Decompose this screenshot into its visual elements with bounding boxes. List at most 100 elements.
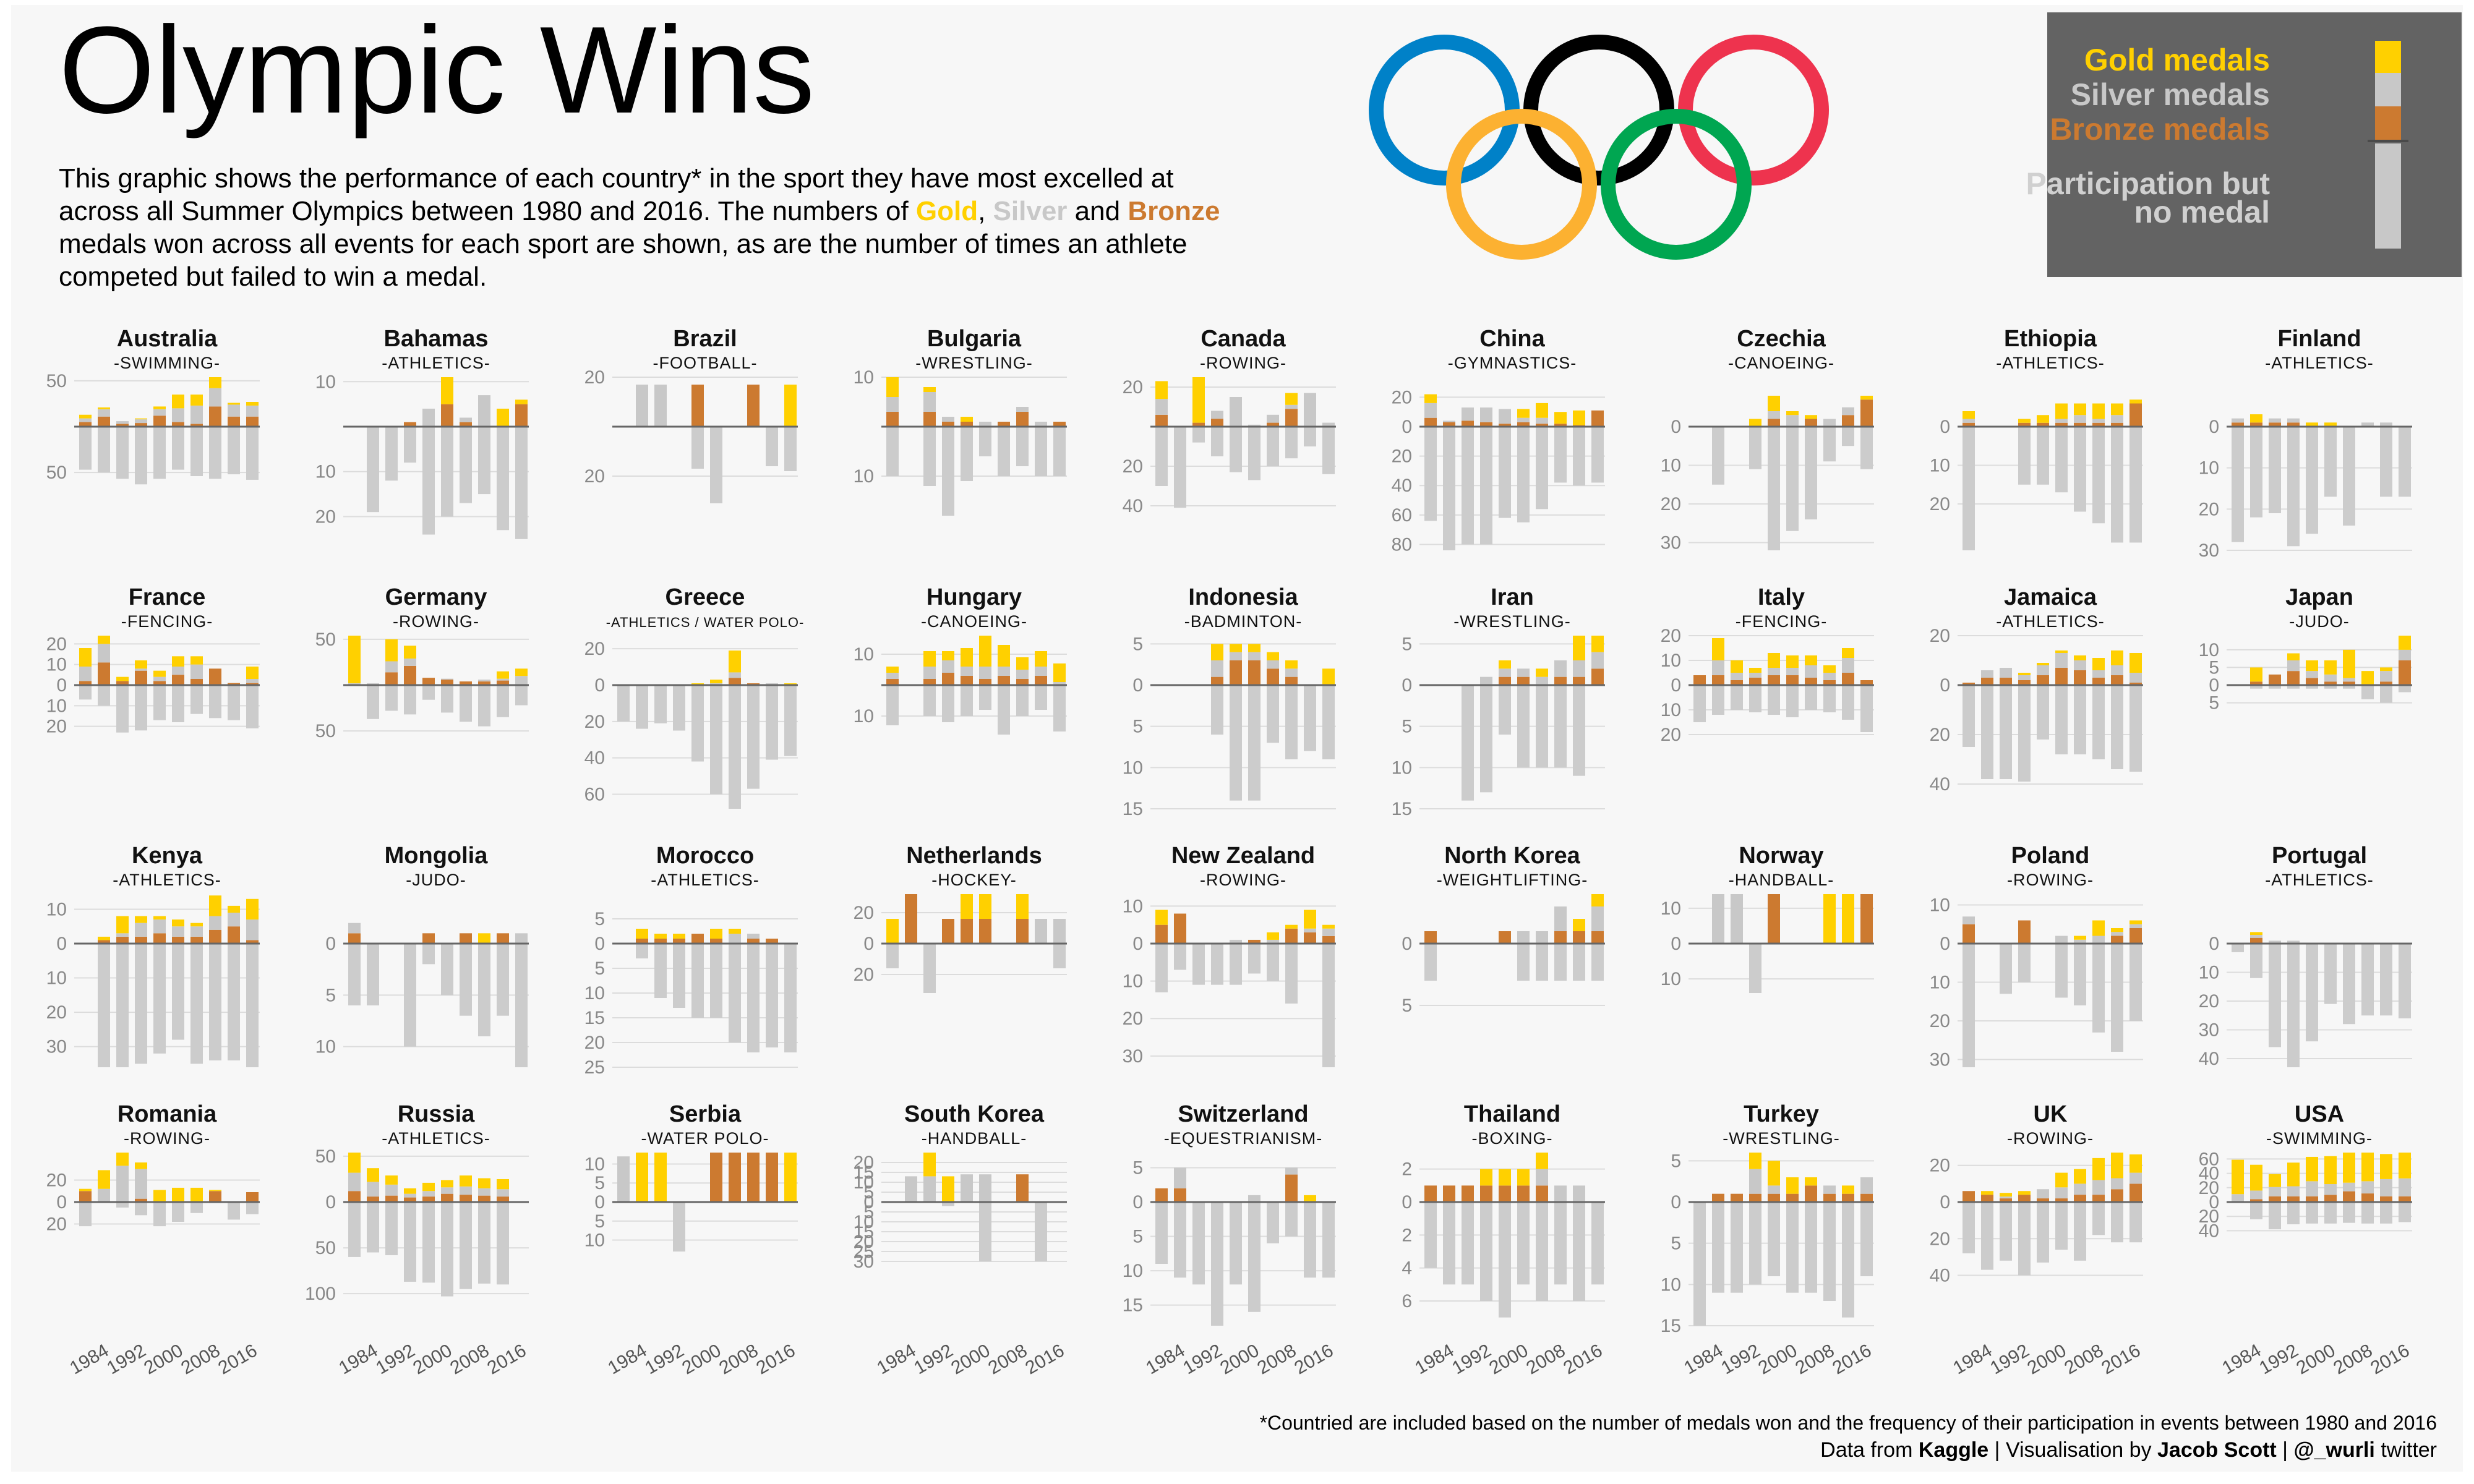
silver-bar (1285, 404, 1298, 409)
bronze-bar (1536, 1185, 1548, 1202)
bronze-bar (135, 936, 147, 944)
y-tick-label: 5 (863, 1182, 874, 1203)
silver-bar (228, 913, 240, 927)
y-tick-label: 0 (325, 1192, 336, 1213)
intro-part-3: and (1067, 196, 1128, 226)
y-tick-label: 50 (46, 371, 67, 391)
silver-bar (1248, 652, 1261, 660)
bronze-bar (1749, 1193, 1761, 1202)
no-medal-bar (1554, 1202, 1567, 1285)
silver-bar (460, 1186, 472, 1195)
no-medal-bar (942, 685, 954, 722)
y-tick-label: 10 (2199, 640, 2219, 660)
gold-bar (1016, 657, 1029, 670)
bronze-bar (153, 416, 166, 427)
bronze-bar (1768, 675, 1780, 685)
bronze-bar (135, 423, 147, 427)
gold-bar (153, 1190, 166, 1202)
country-name: Czechia (1737, 326, 1826, 352)
y-tick-label: 10 (1123, 757, 1143, 778)
no-medal-bar (2380, 685, 2392, 703)
no-medal-bar (367, 1202, 379, 1253)
country-name: China (1479, 326, 1545, 352)
panel-turkey: 5051015Turkey-WRESTLING-1984199220002008… (1661, 1101, 1875, 1378)
silver-bar (2055, 1187, 2068, 1199)
bronze-bar (1285, 1174, 1298, 1202)
gold-bar (172, 919, 184, 927)
no-medal-bar (1267, 427, 1279, 466)
gold-bar (348, 636, 361, 684)
no-medal-bar (2306, 944, 2318, 1042)
gold-bar (2092, 403, 2105, 419)
bronze-bar (1053, 422, 1066, 427)
gold-bar (961, 417, 973, 422)
gold-bar (1285, 393, 1298, 405)
no-medal-bar (422, 944, 435, 965)
gold-bar (1499, 1169, 1511, 1186)
x-tick-label: 2016 (1560, 1340, 1606, 1378)
no-medal-bar (190, 685, 203, 714)
footnote: *Countried are included based on the num… (1259, 1412, 2438, 1434)
silver-bar (153, 676, 166, 681)
gold-bar (2111, 1153, 2123, 1179)
bronze-bar (1285, 928, 1298, 944)
bronze-bar (1285, 409, 1298, 427)
no-medal-bar (636, 685, 648, 729)
country-name: Serbia (669, 1101, 742, 1127)
gold-bar (1842, 648, 1854, 658)
gold-bar (2306, 660, 2318, 672)
gold-bar (2287, 1162, 2300, 1187)
no-medal-bar (172, 1202, 184, 1222)
no-medal-bar (1211, 427, 1223, 456)
gold-bar (246, 402, 259, 406)
silver-bar (2129, 924, 2142, 928)
silver-bar (246, 679, 259, 683)
no-medal-bar (404, 685, 416, 715)
y-tick-label: 10 (1930, 973, 1950, 993)
silver-bar (116, 421, 129, 424)
y-tick-label: 0 (56, 1192, 67, 1213)
no-medal-bar (1517, 427, 1530, 522)
gold-bar (1517, 409, 1530, 418)
bronze-bar (209, 929, 221, 944)
panel-norway: 10 0 10 Norway -HANDBALL- (1661, 843, 1874, 993)
x-tick-label: 2016 (2367, 1340, 2413, 1378)
y-tick-label: 20 (584, 367, 605, 388)
bronze-bar (691, 385, 704, 427)
x-tick-label: 2016 (2098, 1340, 2144, 1378)
bronze-bar (923, 412, 936, 427)
gold-bar (2250, 667, 2262, 682)
y-tick-label: 10 (1661, 969, 1681, 989)
bronze-bar (1192, 422, 1205, 427)
no-medal-bar (2092, 685, 2105, 759)
no-medal-bar (1267, 685, 1279, 743)
silver-bar (1285, 1167, 1298, 1175)
gold-bar (1016, 894, 1029, 919)
bronze-bar (1768, 419, 1780, 427)
no-medal-bar (2074, 944, 2086, 1005)
no-medal-bar (404, 427, 416, 463)
gold-bar (2074, 936, 2086, 940)
bronze-bar (1963, 1191, 1975, 1202)
no-medal-bar (441, 944, 453, 996)
y-tick-label: 25 (584, 1057, 605, 1078)
gold-bar (1823, 894, 1836, 944)
bronze-bar (1462, 420, 1474, 427)
bronze-bar (1823, 1193, 1836, 1202)
silver-bar (1786, 668, 1799, 675)
silver-bar (2000, 1196, 2012, 1199)
gold-bar (348, 1153, 361, 1173)
no-medal-bar (2018, 427, 2031, 485)
bronze-bar (441, 404, 453, 427)
y-tick-label: 20 (46, 1170, 67, 1190)
no-medal-bar (1230, 685, 1242, 801)
y-tick-label: 5 (1132, 717, 1143, 737)
no-medal-bar (1823, 427, 1836, 462)
silver-bar (228, 404, 240, 417)
y-tick-label: 0 (1132, 934, 1143, 954)
gold-bar (367, 1168, 379, 1182)
sport-label: -ROWING- (2007, 871, 2094, 889)
gold-bar (497, 671, 509, 679)
silver-bar (1573, 660, 1585, 677)
